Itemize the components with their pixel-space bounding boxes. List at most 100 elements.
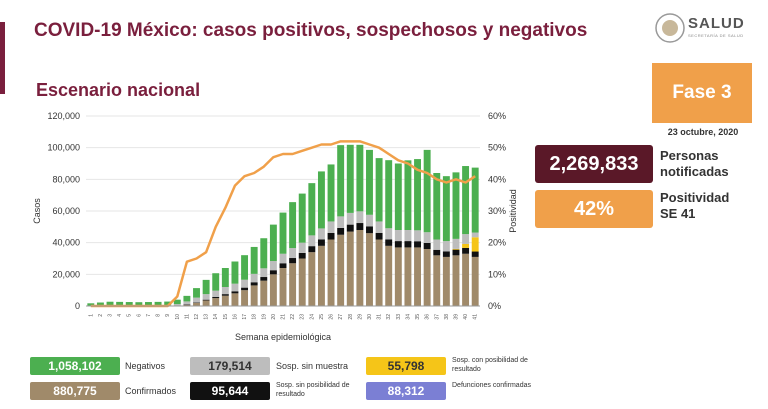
- bar-segment: [414, 159, 421, 231]
- x-tick-label: 8: [156, 314, 162, 317]
- bar-segment: [375, 221, 383, 233]
- x-tick-label: 31: [377, 314, 383, 320]
- bar-segment: [250, 273, 258, 283]
- x-tick-label: 20: [271, 314, 277, 320]
- x-tick-label: 1: [88, 314, 94, 317]
- bar-segment: [250, 246, 258, 274]
- bar-segment: [366, 226, 373, 234]
- bar-segment: [193, 302, 200, 306]
- bar-segment: [231, 283, 239, 292]
- bar-segment: [346, 231, 354, 306]
- x-tick-label: 11: [184, 314, 190, 319]
- bar-segment: [462, 234, 470, 244]
- bar-segment: [125, 305, 133, 306]
- x-tick-label: 18: [252, 314, 258, 320]
- y2-tick-label: 10%: [488, 269, 506, 279]
- bar-segment: [241, 255, 249, 280]
- bar-segment: [471, 237, 479, 252]
- bar-segment: [212, 298, 220, 306]
- bar-segment: [346, 212, 354, 225]
- x-tick-label: 21: [281, 314, 287, 320]
- bar-segment: [423, 242, 431, 249]
- logo-text: SALUD: [688, 15, 745, 32]
- positivity-value: 42%: [535, 190, 653, 228]
- bar-segment: [193, 297, 200, 303]
- bar-segment: [366, 214, 373, 227]
- legend-defunciones-label: Defunciones confirmadas: [452, 382, 531, 389]
- bar-segment: [375, 232, 383, 240]
- bar-segment: [212, 296, 220, 299]
- y2-tick-label: 40%: [488, 174, 506, 184]
- x-tick-label: 33: [396, 314, 402, 320]
- bar-segment: [183, 295, 191, 302]
- phase-badge: Fase 3: [652, 63, 752, 123]
- x-tick-label: 3: [108, 314, 114, 317]
- page-subtitle: Escenario nacional: [36, 80, 201, 100]
- bar-segment: [385, 245, 393, 306]
- bar-segment: [193, 302, 200, 303]
- y-tick-label: 40,000: [52, 238, 80, 248]
- bar-segment: [337, 216, 345, 228]
- bar-segment: [183, 304, 191, 306]
- bar-segment: [289, 202, 297, 249]
- y-tick-label: 0: [75, 301, 80, 311]
- bar-segment: [193, 288, 200, 298]
- bar-segment: [279, 268, 287, 306]
- bar-segment: [327, 164, 335, 222]
- notified-label: Personas notificadas: [660, 148, 729, 179]
- bar-segment: [433, 255, 441, 306]
- bar-segment: [452, 238, 460, 249]
- bar-segment: [394, 230, 402, 242]
- bar-segment: [231, 293, 239, 306]
- bar-segment: [221, 287, 229, 295]
- bar-segment: [433, 173, 441, 240]
- y-axis-title: Casos: [32, 198, 42, 224]
- bar-segment: [317, 239, 325, 246]
- bar-segment: [260, 277, 268, 281]
- legend-sosp-sin-muestra-label: Sosp. sin muestra: [276, 361, 349, 371]
- bar-segment: [135, 305, 143, 306]
- bar-segment: [327, 232, 335, 240]
- bar-segment: [423, 232, 431, 243]
- bar-segment: [471, 251, 479, 257]
- bar-segment: [356, 144, 364, 212]
- bar-segment: [260, 268, 268, 278]
- bar-segment: [173, 304, 181, 306]
- bar-segment: [327, 221, 335, 233]
- bar-segment: [116, 301, 124, 306]
- bar-segment: [116, 305, 124, 306]
- bar-segment: [260, 280, 268, 306]
- y2-tick-label: 50%: [488, 143, 506, 153]
- legend-confirmados-label: Confirmados: [125, 386, 177, 396]
- bar-segment: [308, 252, 316, 306]
- bar-segment: [404, 230, 412, 242]
- x-tick-label: 37: [434, 314, 440, 320]
- bar-segment: [298, 193, 306, 243]
- x-tick-label: 32: [386, 314, 392, 320]
- bar-segment: [154, 301, 162, 306]
- x-tick-label: 28: [348, 314, 354, 320]
- positivity-line: [90, 140, 476, 308]
- bar-segment: [308, 235, 316, 247]
- bar-segment: [442, 256, 450, 306]
- bar-segment: [394, 163, 402, 230]
- bar-segment: [135, 302, 143, 306]
- legend-sosp-sin-muestra-value: 179,514: [190, 357, 270, 375]
- y2-tick-label: 60%: [488, 111, 506, 121]
- bar-segment: [385, 239, 393, 246]
- bar-segment: [96, 302, 104, 306]
- x-tick-label: 15: [223, 314, 229, 320]
- bar-segment: [385, 160, 393, 229]
- bar-segment: [279, 253, 287, 264]
- bar-segment: [346, 224, 354, 232]
- bar-segment: [241, 290, 249, 306]
- x-axis-title: Semana epidemiológica: [235, 332, 331, 342]
- x-tick-label: 38: [444, 314, 450, 320]
- x-tick-label: 19: [261, 314, 267, 320]
- bar-segment: [337, 234, 345, 306]
- bar-segment: [356, 211, 364, 224]
- bar-segment: [173, 299, 181, 305]
- bar-segment: [462, 166, 470, 235]
- x-tick-label: 2: [98, 314, 104, 317]
- bar-segment: [337, 145, 345, 217]
